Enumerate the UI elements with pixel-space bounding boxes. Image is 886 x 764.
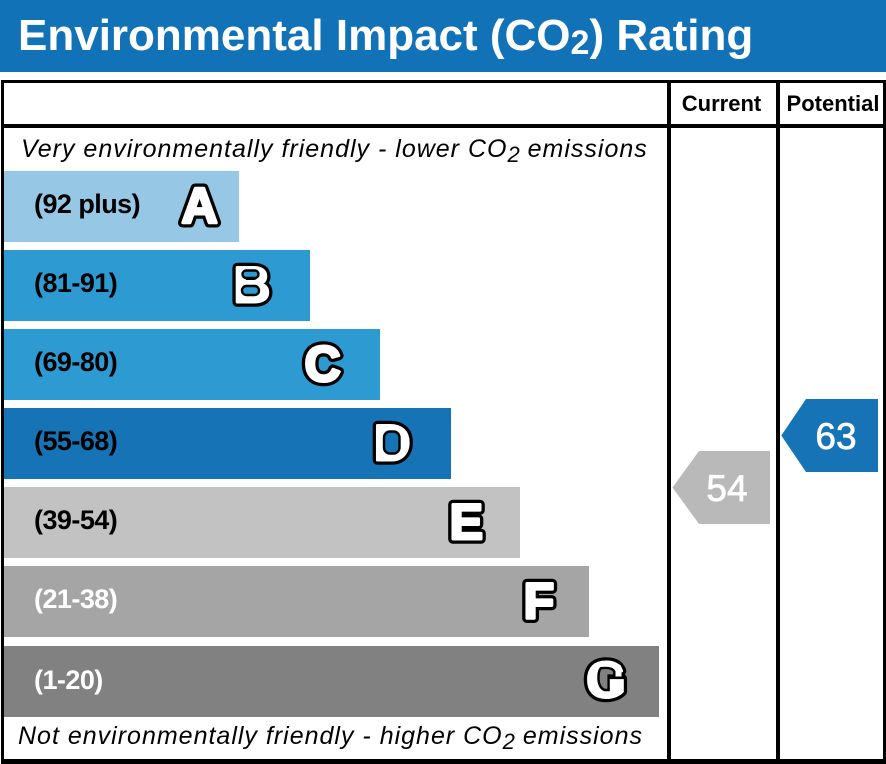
svg-text:F: F xyxy=(524,573,555,629)
svg-text:C: C xyxy=(305,336,341,392)
svg-text:63: 63 xyxy=(815,416,856,457)
svg-text:54: 54 xyxy=(706,468,747,509)
svg-text:F: F xyxy=(524,573,555,629)
svg-text:B: B xyxy=(234,257,270,313)
svg-text:E: E xyxy=(450,494,483,550)
svg-text:C: C xyxy=(305,336,341,392)
svg-text:A: A xyxy=(182,178,218,234)
svg-text:E: E xyxy=(450,494,483,550)
svg-text:A: A xyxy=(182,178,218,234)
